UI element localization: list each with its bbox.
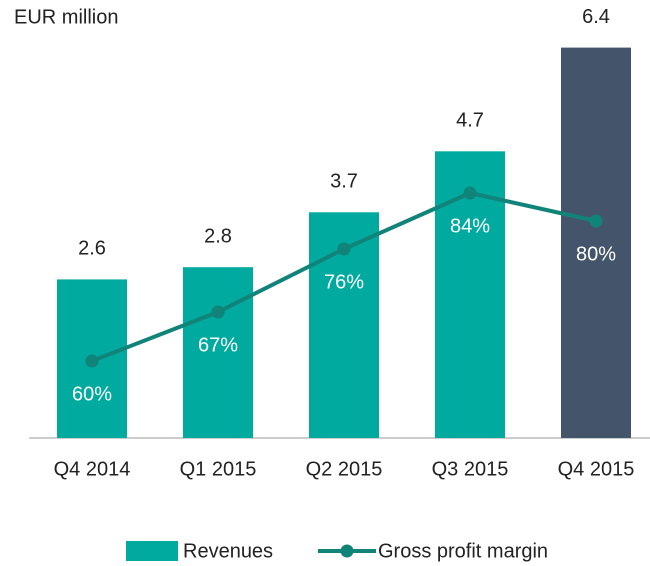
bar-value-label: 4.7 <box>456 110 484 132</box>
bar <box>183 267 253 438</box>
line-point <box>589 214 603 228</box>
line-point <box>463 186 477 200</box>
x-tick-label: Q3 2015 <box>432 458 509 480</box>
bar-value-label: 6.4 <box>582 6 610 28</box>
line-point <box>211 305 225 319</box>
x-tick-label: Q4 2014 <box>54 458 131 480</box>
chart-title: EUR million <box>14 6 118 28</box>
bar <box>561 47 631 438</box>
x-tick-label: Q4 2015 <box>558 458 635 480</box>
legend-swatch <box>340 544 354 558</box>
bar-value-label: 3.7 <box>330 171 358 193</box>
bar-value-label: 2.8 <box>204 225 232 247</box>
x-tick-label: Q1 2015 <box>180 458 257 480</box>
line-value-label: 80% <box>576 243 616 265</box>
line-value-label: 67% <box>198 334 238 356</box>
line-point <box>85 354 99 368</box>
line-point <box>337 242 351 256</box>
line-value-label: 84% <box>450 215 490 237</box>
line-value-label: 60% <box>72 383 112 405</box>
line-value-label: 76% <box>324 271 364 293</box>
legend-swatch <box>126 541 178 561</box>
legend-label: Revenues <box>183 540 273 562</box>
legend-label: Gross profit margin <box>378 540 548 562</box>
bar-value-label: 2.6 <box>78 238 106 260</box>
x-tick-label: Q2 2015 <box>306 458 383 480</box>
